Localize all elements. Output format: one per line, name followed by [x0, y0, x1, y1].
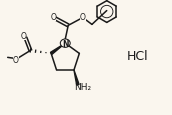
Polygon shape: [50, 44, 65, 55]
Ellipse shape: [60, 40, 70, 48]
Text: N: N: [62, 39, 68, 48]
Text: O: O: [80, 13, 86, 22]
Polygon shape: [74, 70, 79, 85]
Text: O: O: [50, 13, 56, 22]
Text: O: O: [13, 55, 19, 64]
Text: NH₂: NH₂: [74, 83, 91, 91]
Text: O: O: [21, 32, 26, 41]
Text: HCl: HCl: [127, 49, 148, 62]
